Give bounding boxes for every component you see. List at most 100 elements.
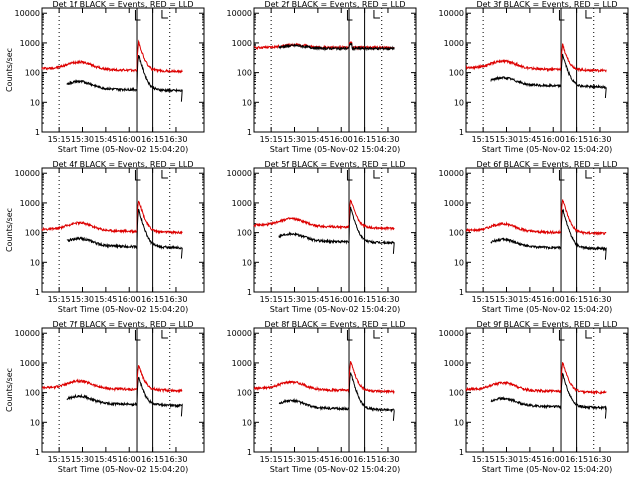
- y-tick-label: 10000: [227, 329, 252, 338]
- bracket-marker: [161, 10, 168, 19]
- y-tick-label: 10: [242, 418, 252, 427]
- x-tick-label: 15:45: [518, 135, 541, 144]
- bracket-marker: [346, 10, 353, 21]
- x-tick-label: 16:30: [164, 455, 187, 464]
- x-tick-label: 15:45: [306, 135, 329, 144]
- y-tick-label: 100: [25, 389, 40, 398]
- y-tick-label: 10000: [439, 329, 464, 338]
- x-tick-label: 16:15: [141, 135, 164, 144]
- plot-frame: [465, 167, 629, 293]
- y-tick-label: 1: [247, 288, 252, 297]
- x-axis-label: Start Time (05-Nov-02 15:04:20): [270, 305, 400, 314]
- y-tick-label: 1000: [20, 359, 40, 368]
- x-tick-label: 16:30: [588, 295, 611, 304]
- bracket-marker: [373, 330, 380, 339]
- bracket-marker: [161, 330, 168, 339]
- x-axis-label: Start Time (05-Nov-02 15:04:20): [58, 145, 188, 154]
- x-tick-label: 16:00: [542, 135, 565, 144]
- x-axis-label: Start Time (05-Nov-02 15:04:20): [58, 305, 188, 314]
- x-tick-label: 16:30: [376, 455, 399, 464]
- y-tick-label: 10000: [15, 329, 40, 338]
- x-tick-label: 16:30: [588, 135, 611, 144]
- plot-frame: [41, 327, 205, 453]
- bracket-marker: [346, 330, 353, 341]
- series-events-black: [490, 208, 607, 260]
- chart-title: Det 3f BLACK = Events, RED = LLD: [476, 0, 617, 9]
- y-tick-label: 1: [35, 128, 40, 137]
- x-tick-label: 15:15: [48, 295, 71, 304]
- chart-title: Det 8f BLACK = Events, RED = LLD: [264, 320, 405, 329]
- y-tick-label: 10000: [227, 169, 252, 178]
- bracket-marker: [585, 10, 592, 19]
- y-tick-label: 100: [25, 229, 40, 238]
- series-events-black: [490, 372, 607, 419]
- y-tick-label: 100: [237, 229, 252, 238]
- x-axis-label: Start Time (05-Nov-02 15:04:20): [58, 465, 188, 474]
- y-tick-label: 1: [35, 288, 40, 297]
- y-tick-label: 1000: [444, 199, 464, 208]
- x-tick-label: 16:15: [565, 135, 588, 144]
- series-lld-red: [41, 200, 183, 235]
- x-tick-label: 16:15: [141, 295, 164, 304]
- x-tick-label: 16:15: [565, 295, 588, 304]
- x-tick-label: 15:15: [472, 295, 495, 304]
- y-tick-label: 1000: [20, 199, 40, 208]
- x-tick-label: 16:00: [330, 455, 353, 464]
- y-tick-label: 1: [459, 288, 464, 297]
- x-tick-label: 15:15: [260, 455, 283, 464]
- y-tick-label: 10: [454, 258, 464, 267]
- series-lld-red: [253, 40, 395, 51]
- x-tick-label: 16:00: [118, 295, 141, 304]
- x-tick-label: 15:45: [94, 295, 117, 304]
- x-tick-label: 16:15: [565, 455, 588, 464]
- chart-title: Det 5f BLACK = Events, RED = LLD: [264, 160, 405, 169]
- y-tick-label: 100: [449, 389, 464, 398]
- bracket-marker: [134, 330, 141, 341]
- chart-title: Det 7f BLACK = Events, RED = LLD: [52, 320, 193, 329]
- x-tick-label: 16:00: [330, 295, 353, 304]
- y-axis-label: Counts/sec: [5, 208, 14, 252]
- plot-frame: [465, 7, 629, 133]
- x-tick-label: 15:15: [472, 455, 495, 464]
- chart-title: Det 4f BLACK = Events, RED = LLD: [52, 160, 193, 169]
- y-tick-label: 10: [242, 98, 252, 107]
- y-tick-label: 1000: [20, 39, 40, 48]
- x-tick-label: 16:30: [376, 295, 399, 304]
- y-tick-label: 1000: [232, 39, 252, 48]
- plot-frame: [253, 327, 417, 453]
- series-events-black: [278, 206, 395, 254]
- y-tick-label: 10000: [439, 169, 464, 178]
- x-tick-label: 15:30: [283, 455, 306, 464]
- x-tick-label: 16:15: [353, 135, 376, 144]
- plot-frame: [41, 167, 205, 293]
- y-tick-label: 1000: [232, 199, 252, 208]
- x-tick-label: 16:15: [141, 455, 164, 464]
- x-tick-label: 16:00: [118, 135, 141, 144]
- y-tick-label: 1000: [232, 359, 252, 368]
- x-tick-label: 15:30: [283, 135, 306, 144]
- bracket-marker: [161, 170, 168, 179]
- chart-title: Det 2f BLACK = Events, RED = LLD: [264, 0, 405, 9]
- y-tick-label: 100: [237, 389, 252, 398]
- chart-title: Det 1f BLACK = Events, RED = LLD: [52, 0, 193, 9]
- x-tick-label: 15:15: [260, 135, 283, 144]
- y-tick-label: 100: [25, 69, 40, 78]
- x-tick-label: 15:45: [94, 455, 117, 464]
- series-events-black: [490, 53, 607, 99]
- y-tick-label: 10000: [439, 9, 464, 18]
- x-tick-label: 16:00: [330, 135, 353, 144]
- x-tick-label: 15:15: [48, 135, 71, 144]
- chart-title: Det 9f BLACK = Events, RED = LLD: [476, 320, 617, 329]
- x-axis-label: Start Time (05-Nov-02 15:04:20): [482, 305, 612, 314]
- bracket-marker: [134, 170, 141, 181]
- x-tick-label: 16:30: [376, 135, 399, 144]
- x-tick-label: 15:30: [495, 295, 518, 304]
- plot-frame: [253, 7, 417, 133]
- y-tick-label: 100: [449, 69, 464, 78]
- y-tick-label: 1000: [444, 359, 464, 368]
- y-tick-label: 10: [30, 258, 40, 267]
